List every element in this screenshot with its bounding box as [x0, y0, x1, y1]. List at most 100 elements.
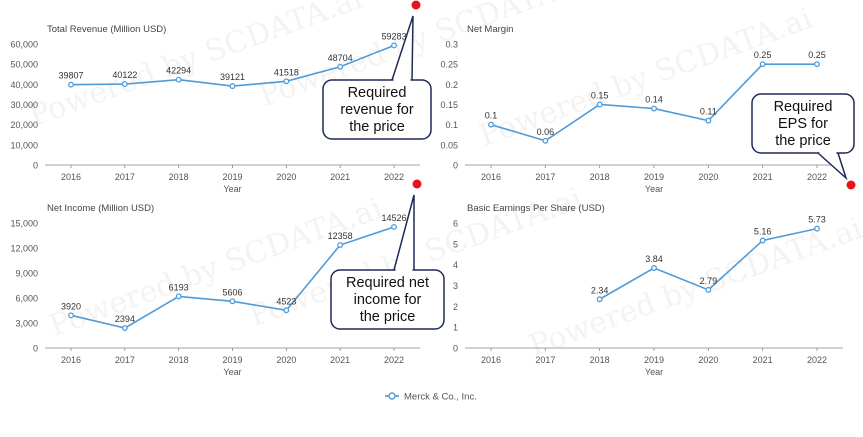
data-point [488, 121, 494, 128]
data-label: 2394 [115, 314, 135, 324]
y-tick-label: 0 [453, 161, 458, 171]
chart-panel-2: Net Margin 0 0.05 0.1 0.15 0.2 0.25 0.3 2016 2017… [440, 24, 856, 194]
x-tick-label: 2019 [644, 172, 664, 182]
data-point [759, 61, 766, 68]
y-tick-label: 50,000 [10, 60, 38, 70]
chart-title: Net Margin [467, 24, 513, 35]
x-tick-label: 2021 [330, 355, 350, 365]
data-label: 40122 [112, 70, 137, 80]
legend: Merck & Co., Inc. [385, 392, 477, 403]
data-point [337, 63, 344, 70]
callout-text: Required net [346, 275, 429, 291]
data-point [175, 76, 182, 83]
chart-title: Total Revenue (Million USD) [47, 24, 166, 35]
x-tick-label: 2018 [590, 355, 610, 365]
y-tick-label: 3,000 [15, 319, 38, 329]
data-point [283, 307, 290, 314]
x-tick-label: 2019 [222, 172, 242, 182]
data-point [651, 265, 657, 271]
y-tick-label: 0.15 [440, 100, 458, 110]
callout-text: revenue for [340, 102, 414, 118]
x-tick-label: 2022 [384, 172, 404, 182]
x-tick-label: 2020 [276, 355, 296, 365]
required-marker [846, 180, 856, 190]
chart-title: Net Income (Million USD) [47, 203, 154, 214]
data-point [651, 105, 657, 112]
x-tick-label: 2016 [481, 172, 501, 182]
data-label: 12358 [328, 231, 353, 241]
x-tick-label: 2022 [384, 355, 404, 365]
y-tick-label: 2 [453, 302, 458, 312]
data-label: 0.11 [700, 107, 717, 117]
x-axis-label: Year [223, 367, 241, 377]
data-label: 39121 [220, 72, 245, 82]
data-point [229, 298, 236, 305]
required-marker [412, 179, 422, 189]
y-tick-label: 20,000 [10, 120, 38, 130]
data-label: 14526 [381, 213, 406, 223]
y-tick-label: 0.05 [440, 140, 458, 150]
data-point [337, 242, 344, 248]
x-tick-label: 2021 [753, 355, 773, 365]
y-tick-label: 30,000 [10, 100, 38, 110]
x-tick-label: 2017 [535, 355, 555, 365]
data-label: 4523 [276, 296, 296, 306]
x-axis-label: Year [223, 184, 241, 194]
data-label: 2.34 [591, 285, 609, 295]
x-tick-label: 2019 [222, 355, 242, 365]
x-tick-label: 2021 [330, 172, 350, 182]
data-point [596, 296, 603, 303]
x-tick-label: 2022 [807, 172, 827, 182]
y-tick-label: 60,000 [10, 40, 38, 50]
y-tick-label: 0 [33, 344, 38, 354]
chart-panel-3: Net Income (Million USD) 0 3,000 6,000 9,000… [10, 179, 445, 377]
y-tick-label: 0.25 [440, 60, 458, 70]
callout-seam [393, 79, 411, 82]
callout-pointer [393, 194, 415, 271]
chart-panel-1: Total Revenue (Million USD) 0 10,000 20,000… [10, 0, 432, 194]
data-label: 48704 [328, 53, 353, 63]
data-label: 41518 [274, 67, 299, 77]
y-tick-label: 10,000 [10, 140, 38, 150]
data-point [175, 293, 182, 300]
data-point [391, 223, 397, 230]
chart-panel-4: Basic Earnings Per Share (USD) 0 1 2 3 4 5 6 201… [453, 203, 843, 377]
data-label: 42294 [166, 66, 191, 76]
y-tick-label: 0 [33, 161, 38, 171]
x-tick-label: 2016 [61, 355, 81, 365]
y-tick-label: 5 [453, 239, 458, 249]
data-label: 5.73 [808, 215, 826, 225]
callout-text: Required [348, 85, 407, 101]
callout-text: the price [360, 309, 416, 325]
data-label: 39807 [58, 71, 83, 81]
data-point [229, 83, 236, 90]
data-point [121, 325, 128, 331]
data-point [814, 225, 820, 232]
callout-text: income for [354, 292, 422, 308]
callout-box [330, 269, 445, 330]
circle-marker-icon [388, 392, 396, 400]
x-tick-label: 2022 [807, 355, 827, 365]
callout-text: the price [775, 133, 831, 149]
x-tick-label: 2016 [481, 355, 501, 365]
data-label: 2.79 [700, 276, 718, 286]
callout-seam [395, 269, 413, 272]
x-axis-label: Year [645, 184, 663, 194]
data-point [705, 286, 712, 293]
data-point [542, 137, 549, 144]
x-tick-label: 2020 [698, 172, 718, 182]
data-label: 0.1 [485, 111, 498, 121]
data-label: 0.25 [754, 50, 772, 60]
x-tick-label: 2016 [61, 172, 81, 182]
y-tick-label: 40,000 [10, 80, 38, 90]
data-label: 0.14 [645, 95, 663, 105]
data-point [68, 81, 74, 88]
data-point [283, 78, 290, 85]
y-tick-label: 3 [453, 281, 458, 291]
callout-box [751, 93, 855, 154]
data-label: 0.15 [591, 91, 609, 101]
data-label: 3.84 [645, 254, 663, 264]
